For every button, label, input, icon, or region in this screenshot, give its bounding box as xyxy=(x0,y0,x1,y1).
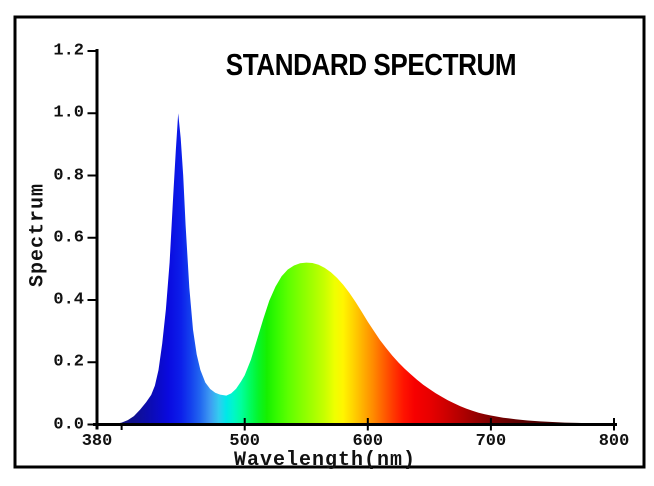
y-tick-label: 1.0 xyxy=(53,103,84,123)
x-tick-label: 700 xyxy=(475,431,507,451)
spectrum-curve xyxy=(97,113,614,425)
y-tick-label: 0.0 xyxy=(53,415,84,434)
x-tick-label: 380 xyxy=(81,431,113,451)
x-tick-label: 500 xyxy=(229,431,261,451)
axes-lines xyxy=(93,49,617,430)
x-axis-label: Wavelength(nm) xyxy=(233,449,417,472)
spectrum-area-fill xyxy=(97,113,614,425)
axis-ticks xyxy=(87,50,615,431)
y-tick-label: 0.8 xyxy=(53,166,84,185)
y-tick-label: 0.6 xyxy=(53,228,84,248)
y-tick-label: 0.2 xyxy=(53,352,84,372)
x-tick-label: 800 xyxy=(598,431,630,451)
y-tick-label: 1.2 xyxy=(53,41,84,61)
y-axis-label: Spectrum xyxy=(26,182,50,288)
chart-title: STANDARD SPECTRUM xyxy=(225,47,517,82)
x-tick-label: 600 xyxy=(352,431,384,451)
figure-border xyxy=(13,15,646,469)
y-tick-label: 0.4 xyxy=(53,290,84,310)
